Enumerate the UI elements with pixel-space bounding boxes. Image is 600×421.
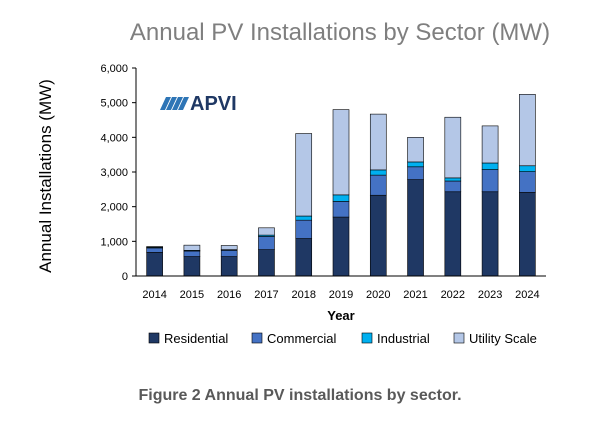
bar-utility-scale-2016 bbox=[220, 245, 238, 250]
x-tick-label: 2022 bbox=[441, 289, 465, 301]
bar-commercial-2023 bbox=[481, 169, 499, 193]
bar-commercial-2022 bbox=[444, 180, 462, 193]
bar-utility-scale-2024 bbox=[519, 94, 536, 167]
bar-utility-scale-2020 bbox=[369, 113, 387, 171]
bar-residential-2016 bbox=[220, 256, 238, 277]
legend-swatch-industrial bbox=[361, 332, 373, 344]
x-tick-label: 2021 bbox=[403, 289, 427, 301]
x-tick-label: 2019 bbox=[329, 289, 353, 301]
x-tick-label: 2016 bbox=[217, 289, 241, 301]
bar-commercial-2019 bbox=[332, 201, 350, 218]
x-tick-label: 2017 bbox=[254, 289, 278, 301]
x-tick-label: 2020 bbox=[366, 289, 390, 301]
bar-utility-scale-2014 bbox=[146, 246, 163, 248]
bar-commercial-2017 bbox=[258, 236, 275, 250]
legend-swatch-commercial bbox=[251, 332, 263, 344]
bar-industrial-2020 bbox=[369, 169, 387, 176]
bar-utility-scale-2022 bbox=[444, 116, 462, 179]
apvi-logo-icon bbox=[160, 97, 189, 110]
x-axis-label: Year bbox=[327, 308, 354, 323]
legend-label-commercial: Commercial bbox=[267, 331, 336, 346]
x-tick-label: 2024 bbox=[515, 289, 539, 301]
bar-residential-2023 bbox=[481, 191, 499, 277]
bar-utility-scale-2017 bbox=[258, 227, 275, 236]
bar-utility-scale-2018 bbox=[295, 133, 313, 217]
y-tick-label: 6,000 bbox=[100, 63, 128, 75]
bar-residential-2017 bbox=[258, 249, 275, 277]
bar-commercial-2014 bbox=[146, 247, 163, 253]
bar-commercial-2021 bbox=[407, 166, 424, 180]
bar-utility-scale-2015 bbox=[183, 244, 201, 251]
bar-commercial-2016 bbox=[220, 250, 238, 257]
apvi-logo-text: APVI bbox=[190, 93, 237, 115]
bar-residential-2015 bbox=[183, 256, 201, 277]
bar-commercial-2018 bbox=[295, 219, 313, 239]
bar-residential-2024 bbox=[519, 192, 536, 277]
legend-swatch-utility-scale bbox=[453, 332, 465, 344]
y-tick-label: 2,000 bbox=[100, 202, 128, 214]
y-tick-label: 4,000 bbox=[100, 132, 128, 144]
chart-title: Annual PV Installations by Sector (MW) bbox=[130, 19, 550, 46]
bar-residential-2022 bbox=[444, 191, 462, 277]
bar-industrial-2023 bbox=[481, 162, 499, 170]
legend-label-industrial: Industrial bbox=[377, 331, 430, 346]
legend-label-residential: Residential bbox=[164, 331, 228, 346]
bar-commercial-2024 bbox=[519, 171, 536, 193]
y-axis-label: Annual Installations (MW) bbox=[36, 79, 55, 273]
x-tick-label: 2015 bbox=[180, 289, 204, 301]
y-tick-label: 0 bbox=[122, 271, 128, 283]
apvi-logo: APVI bbox=[160, 93, 237, 115]
bar-industrial-2018 bbox=[295, 215, 313, 221]
x-tick-label: 2023 bbox=[478, 289, 502, 301]
bar-residential-2019 bbox=[332, 216, 350, 277]
figure-caption: Figure 2 Annual PV installations by sect… bbox=[138, 387, 462, 404]
bar-residential-2021 bbox=[407, 179, 424, 277]
y-tick-label: 1,000 bbox=[100, 236, 128, 248]
bar-industrial-2019 bbox=[332, 194, 350, 202]
bar-industrial-2024 bbox=[519, 165, 536, 172]
bar-utility-scale-2021 bbox=[407, 137, 424, 163]
y-tick-label: 5,000 bbox=[100, 98, 128, 110]
legend-label-utility-scale: Utility Scale bbox=[469, 331, 537, 346]
bar-utility-scale-2023 bbox=[481, 125, 499, 164]
bar-commercial-2015 bbox=[183, 250, 201, 257]
x-tick-label: 2014 bbox=[142, 289, 166, 301]
bar-commercial-2020 bbox=[369, 174, 387, 196]
bar-residential-2014 bbox=[146, 252, 163, 277]
bar-industrial-2021 bbox=[407, 161, 424, 168]
bar-industrial-2022 bbox=[444, 177, 462, 182]
bar-utility-scale-2019 bbox=[332, 109, 350, 196]
y-tick-label: 3,000 bbox=[100, 167, 128, 179]
x-tick-label: 2018 bbox=[291, 289, 315, 301]
bar-residential-2018 bbox=[295, 238, 313, 277]
legend-swatch-residential bbox=[148, 332, 160, 344]
bar-residential-2020 bbox=[369, 194, 387, 277]
